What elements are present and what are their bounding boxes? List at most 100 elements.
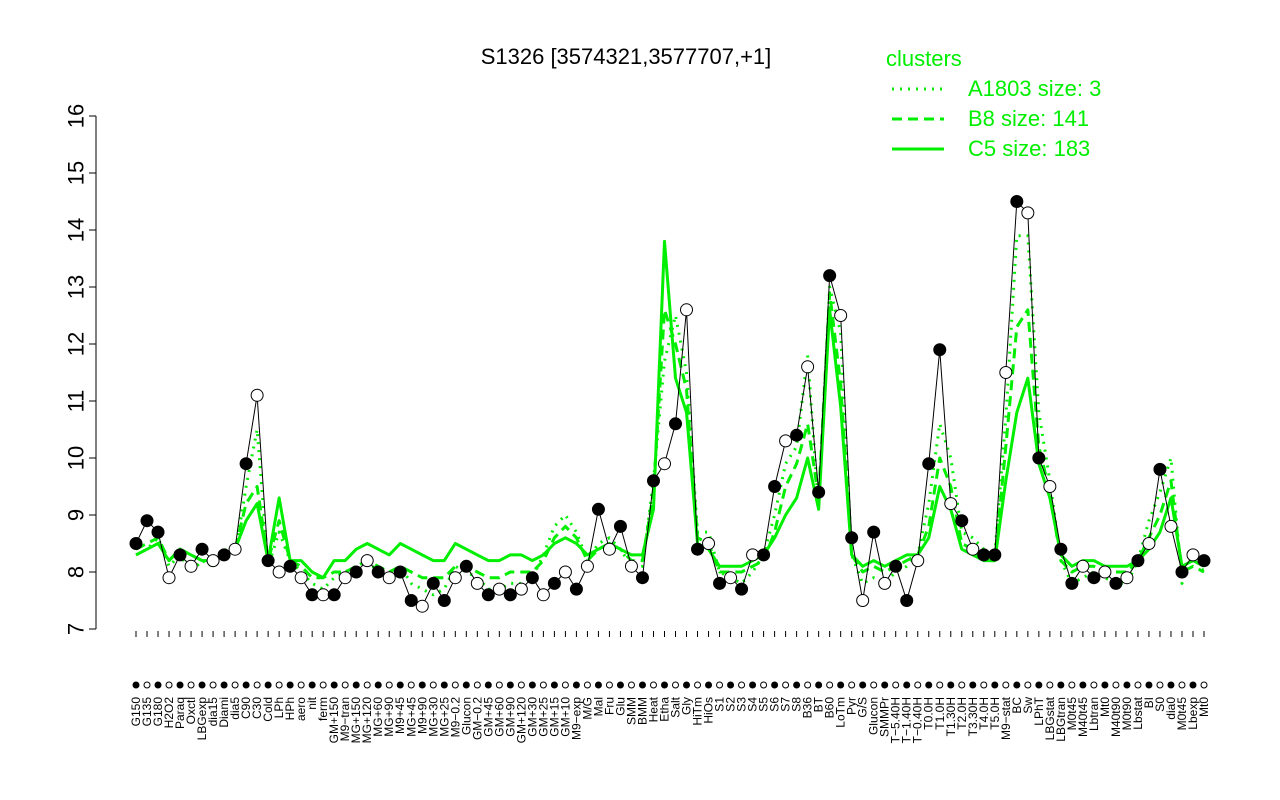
x-rug-point xyxy=(187,681,195,689)
data-point xyxy=(503,588,517,602)
x-tick-label: GM−0.2 xyxy=(470,697,484,740)
data-point xyxy=(173,548,187,562)
x-tick-label: SMMPr xyxy=(878,697,892,737)
x-tick-label: M9−exp xyxy=(569,697,583,740)
x-rug-point xyxy=(341,681,349,689)
data-point xyxy=(151,525,165,539)
data-point xyxy=(448,571,462,585)
data-point xyxy=(812,485,826,499)
x-tick-label: GM+10 xyxy=(558,697,572,737)
y-tick-label: 9 xyxy=(64,509,89,521)
series-line-dotted xyxy=(135,234,1206,597)
x-rug-point xyxy=(1101,681,1109,689)
x-tick-label: S8 xyxy=(790,697,804,712)
x-tick-label: LPhT xyxy=(1032,696,1046,725)
x-tick-label: GM+25 xyxy=(536,697,550,737)
x-rug-point xyxy=(969,681,977,689)
x-rug-point xyxy=(143,681,151,689)
data-point xyxy=(558,565,572,579)
data-point xyxy=(349,565,363,579)
x-rug-point xyxy=(308,681,316,689)
data-point xyxy=(911,554,925,568)
x-rug-point xyxy=(859,681,867,689)
data-point xyxy=(988,548,1002,562)
x-rug-point xyxy=(627,681,635,689)
x-rug-point xyxy=(253,681,261,689)
data-point xyxy=(393,565,407,579)
y-tick-label: 12 xyxy=(64,332,89,356)
x-tick-label: M9−tran xyxy=(338,697,352,741)
x-tick-label: aero xyxy=(294,697,308,721)
x-rug-point xyxy=(727,681,735,689)
data-point xyxy=(1054,542,1068,556)
data-point xyxy=(129,537,143,550)
x-rug-point xyxy=(440,681,448,689)
x-tick-label: LBGexp xyxy=(195,697,209,741)
points-line xyxy=(135,200,1205,607)
data-point xyxy=(801,360,815,374)
x-tick-label: Lbexp xyxy=(1186,697,1200,730)
x-tick-label: MG+90 xyxy=(382,697,396,737)
x-tick-label: MG+45 xyxy=(404,697,418,737)
data-point xyxy=(1109,576,1123,590)
x-tick-label: C30 xyxy=(250,697,264,719)
data-point xyxy=(735,582,749,596)
points-layer xyxy=(129,195,1211,613)
x-rug-point xyxy=(936,681,944,689)
x-axis: G150G135G180H2O2ParaqOxctlLBGexpdia15Dia… xyxy=(129,631,1211,743)
x-tick-label: LPh xyxy=(272,697,286,718)
x-rug-point xyxy=(638,681,646,689)
x-tick-label: C90 xyxy=(239,697,253,719)
x-rug-point xyxy=(231,681,239,689)
data-point xyxy=(272,565,286,579)
x-rug-point xyxy=(760,681,768,689)
data-point xyxy=(162,571,176,585)
x-tick-label: Oxctl xyxy=(184,697,198,724)
x-tick-label: M9+90 xyxy=(415,697,429,734)
x-tick-label: S1 xyxy=(713,697,727,712)
x-rug-point xyxy=(286,681,294,689)
data-point xyxy=(823,269,837,283)
x-tick-label: M0t45 xyxy=(1065,697,1079,731)
x-rug-point xyxy=(517,681,525,689)
x-tick-label: M0t45 xyxy=(1175,697,1189,731)
x-rug-point xyxy=(705,681,713,689)
x-tick-label: Paraq xyxy=(173,697,187,729)
x-tick-label: HPh xyxy=(283,697,297,720)
data-point xyxy=(514,582,528,596)
y-tick-label: 11 xyxy=(64,390,89,413)
x-rug-point xyxy=(418,681,426,689)
x-rug-point xyxy=(1079,681,1087,689)
x-rug-point xyxy=(782,681,790,689)
x-rug-point xyxy=(550,681,558,689)
x-rug-point xyxy=(1046,681,1054,689)
x-tick-label: Heat xyxy=(646,696,660,722)
x-tick-label: nit xyxy=(305,696,319,709)
x-tick-label: HiTm xyxy=(691,697,705,726)
x-tick-label: H2O2 xyxy=(162,697,176,729)
series-line-dashed xyxy=(135,291,1205,580)
data-point xyxy=(327,588,341,602)
data-point xyxy=(856,594,870,607)
x-tick-label: SMM xyxy=(624,697,638,725)
x-rug-point xyxy=(275,681,283,689)
x-tick-label: MG+150 xyxy=(349,697,363,744)
x-rug-point xyxy=(154,681,162,689)
x-rug-point xyxy=(649,681,657,689)
data-point xyxy=(867,525,881,539)
x-tick-label: MG+60 xyxy=(371,697,385,737)
x-tick-label: M/G xyxy=(580,697,594,720)
data-point xyxy=(437,594,451,607)
data-point xyxy=(657,457,671,471)
x-tick-label: ferm xyxy=(316,697,330,721)
x-rug-point xyxy=(539,681,547,689)
x-rug-point xyxy=(881,681,889,689)
x-tick-label: T2.0H xyxy=(955,697,969,730)
data-point xyxy=(977,548,991,562)
data-point xyxy=(1164,519,1178,533)
data-point xyxy=(261,554,275,568)
x-tick-label: GM+120 xyxy=(514,697,528,744)
x-rug-point xyxy=(385,681,393,689)
x-rug-point xyxy=(264,681,272,689)
x-tick-label: T1.30H xyxy=(944,697,958,736)
